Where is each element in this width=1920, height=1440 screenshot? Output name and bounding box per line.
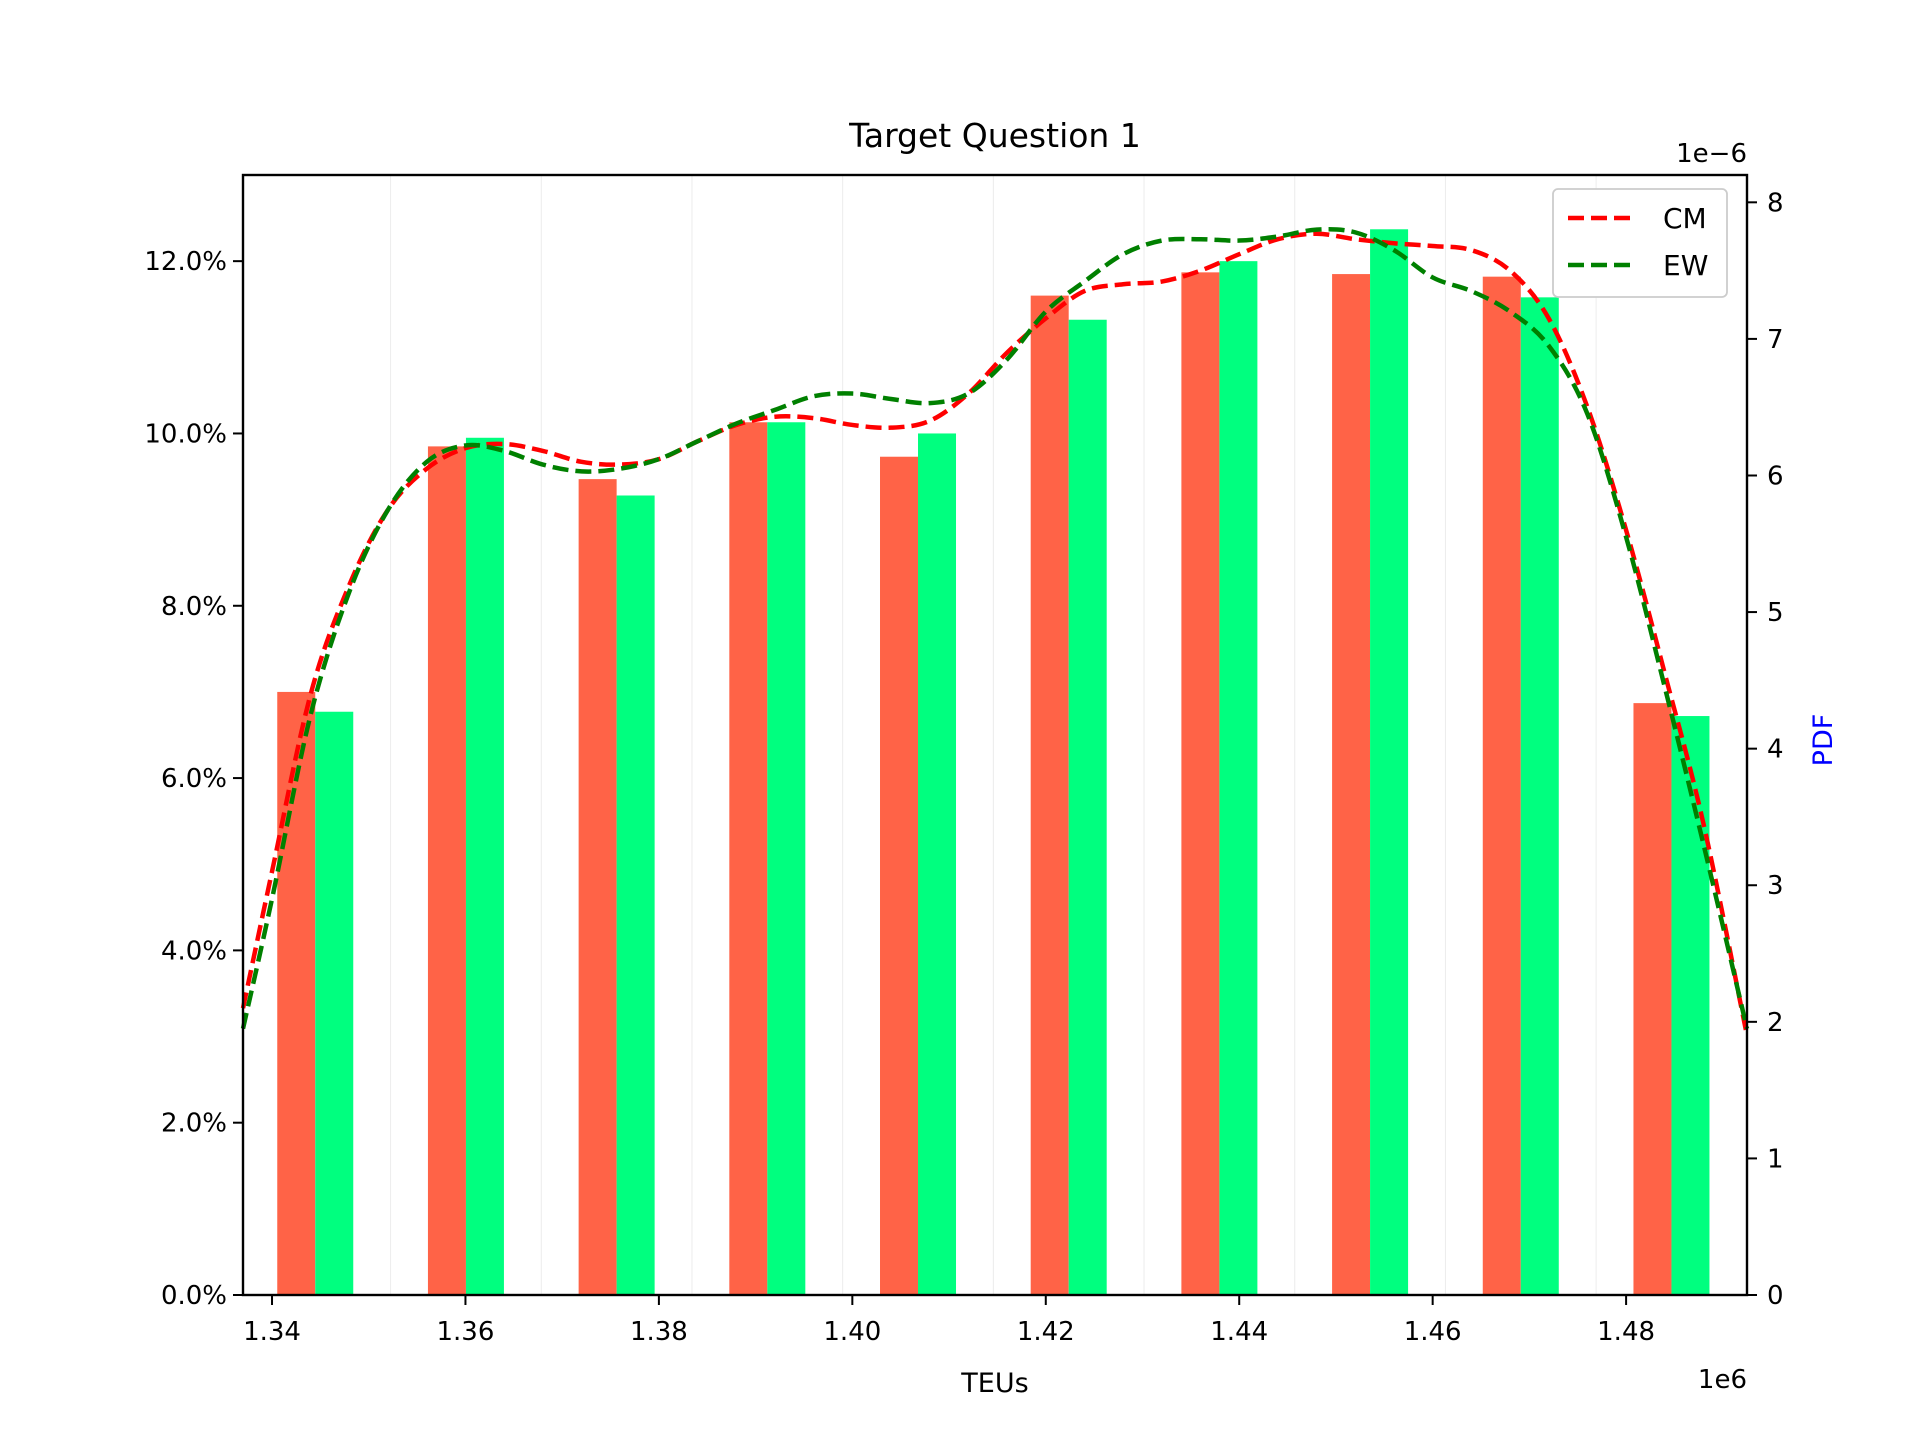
y-left-tick-label: 4.0% xyxy=(161,936,227,966)
x-tick-label: 1.38 xyxy=(630,1317,688,1347)
x-tick-label: 1.44 xyxy=(1210,1317,1268,1347)
bar-cm-6 xyxy=(1181,272,1220,1295)
pdf-lines-layer xyxy=(240,227,1750,1036)
bar-cm-8 xyxy=(1482,276,1521,1296)
bar-cm-1 xyxy=(427,446,466,1295)
x-tick-label: 1.48 xyxy=(1597,1317,1655,1347)
y-right-tick-label: 2 xyxy=(1767,1008,1784,1038)
x-tick-label: 1.36 xyxy=(437,1317,495,1347)
bar-ew-0 xyxy=(315,711,354,1295)
y-left-tick-label: 2.0% xyxy=(161,1109,227,1139)
legend: CM EW xyxy=(1552,188,1728,298)
y-left-tick-label: 0.0% xyxy=(161,1281,227,1311)
bar-ew-5 xyxy=(1068,319,1107,1295)
bar-ew-4 xyxy=(918,433,957,1295)
bar-ew-7 xyxy=(1370,229,1409,1296)
y-right-axis-label: PDF xyxy=(1808,714,1839,767)
bar-ew-6 xyxy=(1219,261,1258,1296)
legend-label-ew: EW xyxy=(1663,249,1708,282)
y-right-tick-label: 5 xyxy=(1767,598,1784,628)
y-right-offset-label: 1e−6 xyxy=(1676,139,1747,169)
x-axis-offset-label: 1e6 xyxy=(1698,1365,1747,1395)
bar-ew-1 xyxy=(465,437,504,1295)
y-right-tick-label: 3 xyxy=(1767,871,1784,901)
grid-layer xyxy=(390,175,1597,1295)
bar-ew-2 xyxy=(616,495,655,1295)
plot-frame xyxy=(241,173,1749,1297)
y-right-tick-label: 0 xyxy=(1767,1281,1784,1311)
x-tick-label: 1.40 xyxy=(823,1317,881,1347)
y-axis-right: 0 1 2 3 4 5 6 7 8 xyxy=(1747,188,1784,1311)
bar-cm-7 xyxy=(1332,274,1371,1296)
y-right-tick-label: 6 xyxy=(1767,461,1784,491)
y-axis-left: 0.0% 2.0% 4.0% 6.0% 8.0% 10.0% 12.0% xyxy=(144,247,243,1311)
x-axis: 1.34 1.36 1.38 1.40 1.42 1.44 1.46 1.48 xyxy=(243,1295,1655,1347)
bar-ew-8 xyxy=(1520,297,1559,1295)
y-left-tick-label: 12.0% xyxy=(144,247,227,277)
pdf-line-cm xyxy=(240,231,1750,1036)
x-tick-label: 1.34 xyxy=(243,1317,301,1347)
y-right-tick-label: 1 xyxy=(1767,1144,1784,1174)
x-tick-label: 1.42 xyxy=(1017,1317,1075,1347)
bar-cm-3 xyxy=(729,422,768,1295)
bar-cm-5 xyxy=(1030,295,1069,1296)
bar-cm-0 xyxy=(277,691,316,1295)
bars-layer xyxy=(277,229,1710,1296)
pdf-line-ew xyxy=(240,227,1750,1030)
bar-ew-3 xyxy=(767,422,806,1295)
y-left-tick-label: 6.0% xyxy=(161,764,227,794)
y-left-tick-label: 8.0% xyxy=(161,592,227,622)
legend-label-cm: CM xyxy=(1663,202,1707,235)
y-right-tick-label: 4 xyxy=(1767,735,1784,765)
y-right-tick-label: 8 xyxy=(1767,188,1784,218)
x-tick-label: 1.46 xyxy=(1404,1317,1462,1347)
x-axis-label: TEUs xyxy=(960,1368,1028,1399)
bar-cm-4 xyxy=(880,456,919,1295)
bar-cm-9 xyxy=(1633,703,1672,1295)
y-left-tick-label: 10.0% xyxy=(144,419,227,449)
bar-cm-2 xyxy=(578,479,617,1296)
y-right-tick-label: 7 xyxy=(1767,325,1784,355)
chart-title: Target Question 1 xyxy=(848,116,1141,155)
bar-ew-9 xyxy=(1671,716,1710,1295)
